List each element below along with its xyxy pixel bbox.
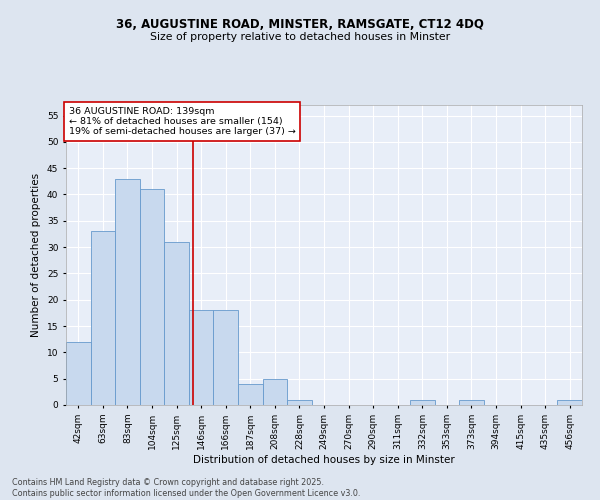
Bar xyxy=(164,242,189,405)
Bar xyxy=(263,378,287,405)
Bar xyxy=(557,400,582,405)
Bar xyxy=(410,400,434,405)
Bar xyxy=(214,310,238,405)
Text: Size of property relative to detached houses in Minster: Size of property relative to detached ho… xyxy=(150,32,450,42)
Bar xyxy=(459,400,484,405)
Text: 36 AUGUSTINE ROAD: 139sqm
← 81% of detached houses are smaller (154)
19% of semi: 36 AUGUSTINE ROAD: 139sqm ← 81% of detac… xyxy=(68,106,295,136)
Bar xyxy=(189,310,214,405)
X-axis label: Distribution of detached houses by size in Minster: Distribution of detached houses by size … xyxy=(193,454,455,464)
Bar xyxy=(91,232,115,405)
Text: Contains HM Land Registry data © Crown copyright and database right 2025.
Contai: Contains HM Land Registry data © Crown c… xyxy=(12,478,361,498)
Text: 36, AUGUSTINE ROAD, MINSTER, RAMSGATE, CT12 4DQ: 36, AUGUSTINE ROAD, MINSTER, RAMSGATE, C… xyxy=(116,18,484,30)
Bar xyxy=(287,400,312,405)
Bar xyxy=(238,384,263,405)
Bar xyxy=(115,178,140,405)
Y-axis label: Number of detached properties: Number of detached properties xyxy=(31,173,41,337)
Bar xyxy=(140,189,164,405)
Bar xyxy=(66,342,91,405)
